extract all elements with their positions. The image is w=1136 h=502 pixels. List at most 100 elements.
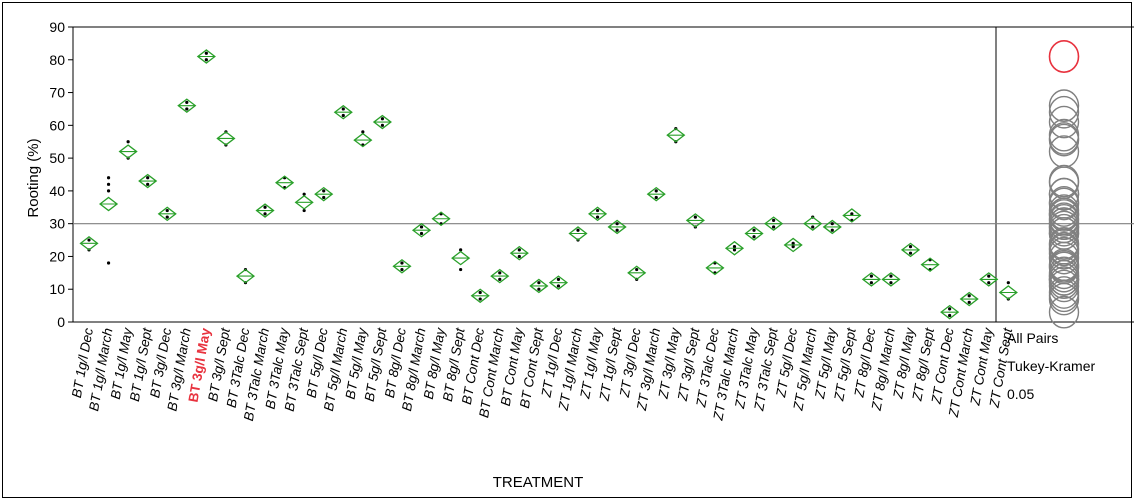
data-point: [869, 281, 874, 285]
comparison-circle[interactable]: [1048, 263, 1080, 296]
mean-diamonds: [79, 49, 1018, 320]
data-point: [400, 267, 404, 272]
data-point: [263, 212, 267, 216]
data-point: [752, 235, 756, 239]
plot-area: [72, 26, 1134, 323]
y-tick-label: 0: [57, 314, 65, 330]
data-point: [185, 107, 189, 111]
comparison-circle[interactable]: [1048, 210, 1080, 244]
data-point: [556, 277, 561, 281]
y-tick-label: 30: [49, 216, 65, 232]
data-point: [889, 274, 893, 278]
data-point: [322, 195, 326, 200]
comparison-circles: [1048, 40, 1080, 329]
comparison-circle[interactable]: [1048, 282, 1080, 316]
data-point: [361, 130, 365, 134]
data-point: [87, 238, 91, 242]
plot-border: [72, 26, 997, 323]
data-point: [478, 297, 482, 301]
data-point: [106, 182, 111, 186]
y-axis: 0 10 20 30 40 50 60 70 80 90: [49, 19, 73, 330]
data-point: [419, 225, 424, 229]
comparison-circle[interactable]: [1048, 177, 1080, 211]
data-point: [595, 215, 600, 219]
data-point: [772, 225, 776, 229]
data-point: [948, 313, 952, 318]
y-axis-title: Rooting (%): [25, 138, 42, 217]
data-point: [185, 100, 189, 104]
data-point: [106, 189, 111, 193]
data-point: [615, 222, 619, 226]
data-point: [693, 215, 697, 219]
data-point: [889, 281, 893, 285]
data-points: [87, 51, 1010, 318]
data-point: [517, 248, 521, 252]
data-point: [498, 271, 502, 275]
data-point: [732, 245, 737, 249]
data-point: [654, 189, 658, 193]
y-tick-label: 70: [49, 85, 65, 101]
comparison-circle[interactable]: [1048, 95, 1080, 129]
comparison-circle[interactable]: [1048, 199, 1080, 232]
data-point: [322, 189, 326, 193]
y-tick-label: 80: [49, 52, 65, 68]
comparison-circle[interactable]: [1048, 118, 1080, 152]
data-point: [165, 215, 169, 219]
comparison-circle[interactable]: [1048, 295, 1080, 329]
data-point: [830, 222, 834, 226]
data-point: [537, 281, 541, 285]
data-point: [419, 231, 424, 236]
data-point: [204, 51, 208, 55]
data-point: [106, 261, 111, 265]
data-point: [830, 228, 834, 232]
data-point: [517, 254, 521, 259]
data-point: [811, 225, 815, 229]
comparison-circle[interactable]: [1048, 266, 1080, 300]
comparison-circle[interactable]: [1048, 89, 1080, 123]
data-point: [380, 123, 384, 127]
y-tick-label: 40: [49, 183, 65, 199]
data-point: [908, 245, 913, 249]
data-point: [146, 182, 150, 186]
data-point: [967, 294, 971, 298]
data-point: [967, 300, 971, 304]
comparison-circle[interactable]: [1048, 105, 1080, 139]
data-point: [1006, 281, 1010, 285]
y-tick-label: 90: [49, 19, 65, 35]
comparison-circle-selected[interactable]: [1048, 40, 1080, 73]
data-point: [459, 248, 463, 252]
comparison-test-label: Tukey-Kramer: [1007, 358, 1096, 374]
data-point: [126, 140, 130, 144]
data-point: [791, 241, 795, 245]
y-tick-label: 10: [49, 281, 65, 297]
comparison-circle[interactable]: [1048, 276, 1080, 309]
data-point: [537, 287, 541, 291]
data-point: [772, 218, 776, 222]
data-point: [459, 267, 463, 272]
comparison-circle[interactable]: [1048, 248, 1080, 281]
data-point: [654, 195, 658, 200]
alpha-level-label: 0.05: [1007, 386, 1035, 402]
data-point: [635, 267, 639, 272]
data-point: [263, 205, 267, 209]
data-point: [732, 248, 737, 252]
data-point: [341, 113, 345, 118]
data-point: [615, 228, 619, 232]
data-point: [987, 281, 991, 285]
comparison-method-label: All Pairs: [1007, 330, 1059, 346]
y-tick-label: 20: [49, 248, 65, 264]
data-point: [341, 107, 345, 111]
data-point: [106, 176, 111, 180]
data-point: [165, 208, 169, 213]
data-point: [752, 228, 756, 232]
data-point: [948, 307, 952, 311]
data-point: [302, 208, 306, 213]
data-point: [204, 58, 208, 62]
data-point: [556, 284, 561, 288]
data-point: [400, 261, 404, 265]
comparison-circle[interactable]: [1048, 233, 1080, 267]
data-point: [498, 277, 502, 281]
data-point: [987, 274, 991, 278]
